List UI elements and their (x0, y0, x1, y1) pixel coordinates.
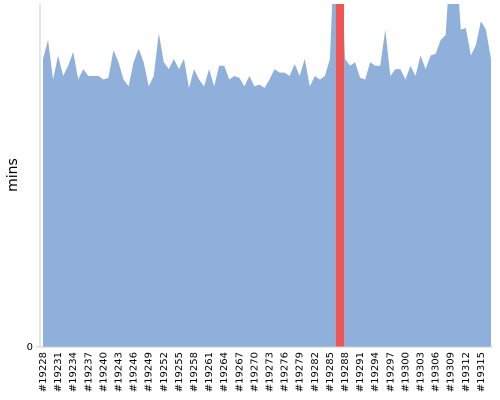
x-tick-label: #19303 (416, 352, 427, 392)
x-tick-label: #19234 (68, 352, 79, 392)
x-tick-label: #19258 (189, 352, 200, 392)
x-tick-label: #19255 (174, 352, 185, 392)
x-tick-label: #19285 (325, 352, 336, 392)
x-tick-label: #19309 (446, 352, 457, 392)
x-tick-label: #19252 (159, 352, 170, 392)
x-tick-label: #19291 (355, 352, 366, 392)
x-tick-label: #19273 (265, 352, 276, 392)
highlight-bar (335, 4, 345, 347)
x-tick-label: #19231 (53, 352, 64, 392)
x-tick-label: #19264 (219, 352, 230, 392)
area (43, 4, 491, 347)
x-tick-label: #19240 (98, 352, 109, 392)
plot (43, 4, 491, 347)
x-tick-label: #19243 (114, 352, 125, 392)
x-tick-label: #19237 (83, 352, 94, 392)
y-axis-label: mins (5, 158, 21, 192)
x-tick-label: #19294 (370, 352, 381, 392)
y-tick-label: 0 (27, 342, 33, 353)
x-tick-label: #19306 (431, 352, 442, 392)
x-tick-label: #19288 (340, 352, 351, 392)
x-tick-label: #19315 (476, 352, 487, 392)
x-tick-label: #19249 (144, 352, 155, 392)
x-tick-label: #19228 (38, 352, 49, 392)
x-tick-label: #19276 (280, 352, 291, 392)
x-tick-label: #19261 (204, 352, 215, 392)
x-tick-label: #19270 (249, 352, 260, 392)
x-tick-label: #19297 (385, 352, 396, 392)
x-tick-label: #19312 (461, 352, 472, 392)
x-tick-label: #19267 (234, 352, 245, 392)
x-tick-label: #19300 (400, 352, 411, 392)
x-tick-label: #19246 (129, 352, 140, 392)
x-tick-label: #19279 (295, 352, 306, 392)
x-tick-label: #19282 (310, 352, 321, 392)
